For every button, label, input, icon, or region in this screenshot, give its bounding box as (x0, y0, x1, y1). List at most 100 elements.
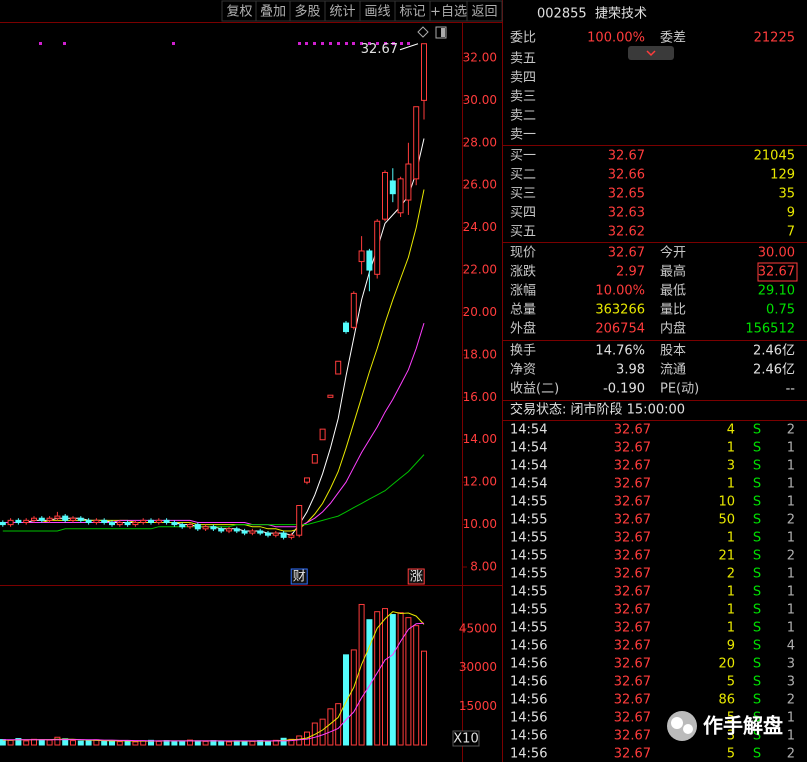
trade-volume: 10 (718, 495, 735, 510)
volume-bar (413, 625, 420, 746)
trade-count: 1 (787, 711, 795, 726)
field-label: 净资 (510, 363, 536, 378)
volume-bar (194, 740, 201, 746)
trade-volume: 50 (718, 513, 735, 528)
candle-body (54, 515, 61, 519)
y-tick-label: 8.00 (470, 560, 497, 574)
candle-body (343, 322, 349, 333)
trade-volume: 9 (727, 639, 735, 654)
volume-bar (226, 741, 232, 746)
field-value: 2.97 (616, 265, 645, 280)
volume-bar (70, 740, 76, 746)
candle-body (389, 180, 396, 195)
trade-count: 2 (787, 513, 795, 528)
volume-bar (241, 741, 248, 746)
trade-time: 14:55 (510, 621, 547, 636)
trade-price: 32.67 (614, 513, 651, 528)
ask-label: 卖四 (510, 71, 536, 86)
volume-bar (155, 740, 162, 746)
candle-body (241, 530, 248, 534)
trade-price: 32.67 (614, 675, 651, 690)
trade-price: 32.67 (614, 567, 651, 582)
trade-volume: 1 (727, 477, 735, 492)
volume-bar (54, 736, 61, 746)
trade-status: 交易状态: 闭市阶段 15:00:00 (510, 402, 685, 418)
trade-time: 14:54 (510, 441, 547, 456)
bid-label: 买三 (510, 187, 536, 202)
trade-side: S (753, 729, 761, 744)
y-tick-label: 15000 (459, 699, 497, 713)
candle-body (62, 515, 69, 521)
trade-volume: 1 (727, 603, 735, 618)
volume-bar (15, 738, 22, 746)
ask-label: 卖五 (510, 52, 536, 67)
bid-price: 32.65 (608, 187, 645, 202)
candle-body (366, 250, 373, 271)
candle-body (116, 521, 123, 526)
candle-body (85, 519, 92, 523)
volume-bar (382, 608, 388, 746)
volume-bar (335, 703, 342, 746)
volume-bar (124, 740, 131, 746)
candle-body (257, 530, 264, 534)
toolbar-button[interactable] (466, 0, 503, 22)
trade-count: 2 (787, 423, 795, 438)
volume-bar (171, 741, 178, 746)
candle-body (93, 519, 100, 523)
field-label: 收益(二) (510, 382, 559, 397)
volume-bar (132, 741, 139, 746)
volume-bar (23, 740, 30, 746)
trade-count: 4 (787, 639, 795, 654)
bid-price: 32.67 (608, 149, 645, 164)
field-label: 流通 (660, 363, 686, 378)
trade-volume: 3 (727, 729, 735, 744)
candle-body (382, 171, 388, 220)
trade-volume: 5 (727, 747, 735, 762)
volume-bar (249, 740, 256, 746)
trade-side: S (753, 675, 761, 690)
trade-price: 32.67 (614, 423, 651, 438)
trade-volume: 3 (727, 459, 735, 474)
volume-bar (343, 654, 349, 746)
field-value: 29.10 (758, 284, 795, 299)
field-label: 总量 (510, 303, 536, 318)
candle-body (327, 394, 334, 398)
field-value: 14.76% (595, 344, 645, 359)
field-value: 32.67 (758, 265, 795, 280)
trade-side: S (753, 441, 761, 456)
chart-icons[interactable] (417, 26, 447, 39)
toolbar-label: +自选 (430, 5, 467, 20)
volume-bar (327, 708, 334, 746)
candle-body (288, 534, 295, 538)
candle-body (397, 178, 404, 214)
stock-name: 捷荣技术 (595, 7, 647, 22)
candle-body (187, 524, 193, 528)
trade-side: S (753, 423, 761, 438)
trade-time: 14:55 (510, 495, 547, 510)
candle-body (38, 517, 45, 521)
y-tick-label: 14.00 (463, 432, 497, 446)
candle-body (265, 532, 271, 536)
candle-body (210, 526, 217, 530)
candle-body (280, 532, 287, 538)
candle-body (171, 521, 178, 526)
y-tick-label: 28.00 (463, 135, 497, 149)
trade-price: 32.67 (614, 711, 651, 726)
trade-time: 14:55 (510, 549, 547, 564)
candle-body (272, 532, 279, 536)
candle-body (421, 43, 427, 101)
trade-price: 32.67 (614, 549, 651, 564)
trade-price: 32.67 (614, 531, 651, 546)
field-value: 10.00% (595, 284, 645, 299)
candle-body (358, 250, 365, 263)
event-marker-label: 涨 (410, 570, 423, 585)
candle-body (140, 519, 147, 523)
field-value: 32.67 (608, 246, 645, 261)
volume-bar (148, 739, 154, 746)
volume-bar (202, 740, 209, 746)
bid-price: 32.63 (608, 206, 645, 221)
sort-button[interactable] (628, 46, 674, 60)
bid-label: 买一 (510, 149, 536, 164)
toolbar-label: 返回 (471, 5, 497, 20)
